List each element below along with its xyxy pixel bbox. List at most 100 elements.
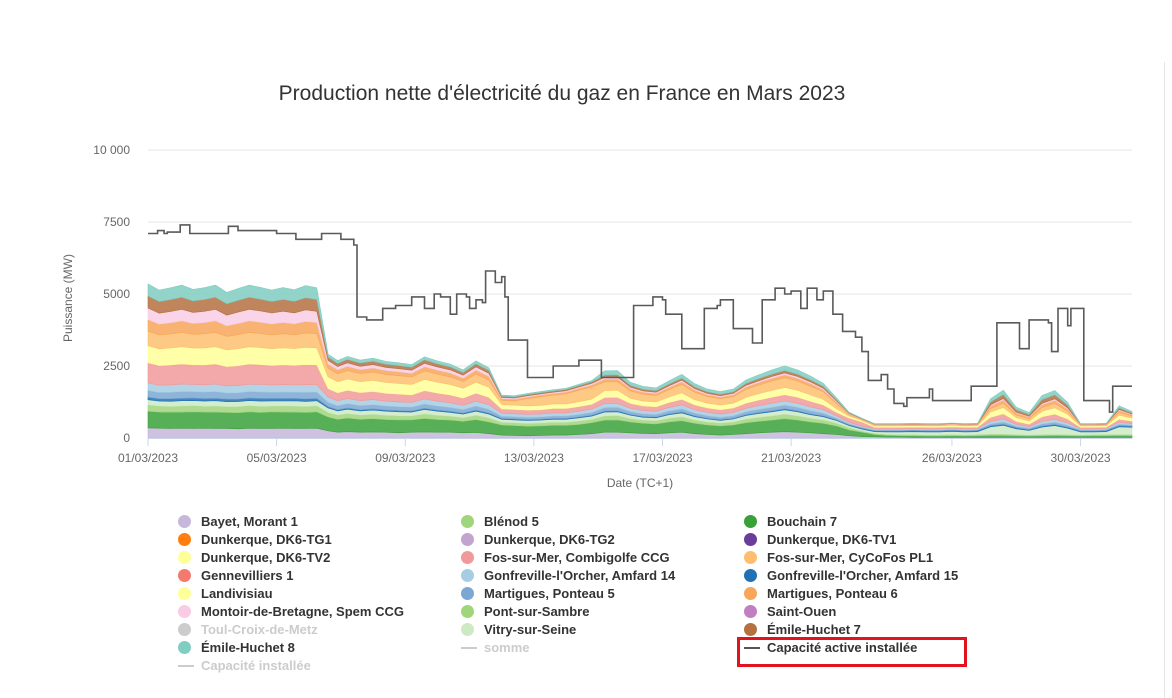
legend-label: Vitry-sur-Seine bbox=[484, 622, 577, 637]
legend-item[interactable]: Martigues, Ponteau 5 bbox=[461, 586, 615, 601]
legend-label: Pont-sur-Sambre bbox=[484, 604, 590, 619]
x-tick-label: 17/03/2023 bbox=[632, 451, 692, 465]
y-tick-label: 10 000 bbox=[93, 143, 130, 157]
y-tick-label: 2500 bbox=[103, 359, 130, 373]
x-tick-label: 26/03/2023 bbox=[922, 451, 982, 465]
legend-item[interactable]: Bouchain 7 bbox=[744, 514, 837, 529]
legend-dot-icon bbox=[178, 605, 191, 618]
x-axis-label: Date (TC+1) bbox=[607, 476, 673, 490]
y-axis-label: Puissance (MW) bbox=[61, 254, 75, 342]
stacked-areas bbox=[147, 283, 1133, 439]
legend-line-icon bbox=[744, 646, 760, 649]
panel-divider bbox=[1164, 62, 1165, 698]
legend-label: Gennevilliers 1 bbox=[201, 568, 294, 583]
legend-dot-icon bbox=[461, 533, 474, 546]
legend-label: Landivisiau bbox=[201, 586, 273, 601]
legend-label: Émile-Huchet 8 bbox=[201, 640, 295, 655]
legend-dot-icon bbox=[178, 587, 191, 600]
legend-dot-icon bbox=[461, 605, 474, 618]
legend-label: Gonfreville-l'Orcher, Amfard 14 bbox=[484, 568, 676, 583]
legend-label: Montoir-de-Bretagne, Spem CCG bbox=[201, 604, 404, 619]
x-tick-label: 21/03/2023 bbox=[761, 451, 821, 465]
legend-label: Capacité active installée bbox=[767, 640, 918, 655]
legend-label: Dunkerque, DK6-TV1 bbox=[767, 532, 897, 547]
legend-dot-icon bbox=[744, 587, 757, 600]
legend-item[interactable]: Dunkerque, DK6-TG2 bbox=[461, 532, 615, 547]
legend-item[interactable]: Dunkerque, DK6-TV2 bbox=[178, 550, 330, 565]
x-tick-label: 05/03/2023 bbox=[247, 451, 307, 465]
x-tick-label: 01/03/2023 bbox=[118, 451, 178, 465]
legend-dot-icon bbox=[461, 587, 474, 600]
legend-dot-icon bbox=[178, 515, 191, 528]
legend-label: Bayet, Morant 1 bbox=[201, 514, 298, 529]
legend-dot-icon bbox=[178, 551, 191, 564]
legend-line-icon bbox=[461, 646, 477, 649]
legend-label: Gonfreville-l'Orcher, Amfard 15 bbox=[767, 568, 959, 583]
legend-item[interactable]: Landivisiau bbox=[178, 586, 273, 601]
legend-item[interactable]: Émile-Huchet 7 bbox=[744, 622, 861, 637]
chart-title: Production nette d'électricité du gaz en… bbox=[279, 82, 846, 105]
legend-label: Saint-Ouen bbox=[767, 604, 837, 619]
y-tick-label: 5000 bbox=[103, 287, 130, 301]
x-tick-label: 09/03/2023 bbox=[375, 451, 435, 465]
legend-item[interactable]: Saint-Ouen bbox=[744, 604, 836, 619]
legend-item[interactable]: Bayet, Morant 1 bbox=[178, 514, 298, 529]
legend-item[interactable]: Capacité active installée bbox=[744, 640, 917, 655]
legend-item[interactable]: Gennevilliers 1 bbox=[178, 568, 294, 583]
legend-dot-icon bbox=[744, 623, 757, 636]
legend-item[interactable]: somme bbox=[461, 640, 530, 655]
chart-area: Production nette d'électricité du gaz en… bbox=[61, 82, 1133, 490]
legend-item[interactable]: Toul-Croix-de-Metz bbox=[178, 622, 318, 637]
x-tick-label: 13/03/2023 bbox=[504, 451, 564, 465]
y-axis: 0 2500 5000 7500 10 000 bbox=[93, 143, 130, 445]
legend-dot-icon bbox=[178, 641, 191, 654]
legend-item[interactable]: Vitry-sur-Seine bbox=[461, 622, 576, 637]
legend-item[interactable]: Gonfreville-l'Orcher, Amfard 15 bbox=[744, 568, 958, 583]
legend-label: Émile-Huchet 7 bbox=[767, 622, 861, 637]
legend-dot-icon bbox=[461, 623, 474, 636]
legend-dot-icon bbox=[178, 623, 191, 636]
x-tick-label: 30/03/2023 bbox=[1051, 451, 1111, 465]
highlight-annotation-box bbox=[737, 637, 967, 667]
legend-label: Dunkerque, DK6-TV2 bbox=[201, 550, 331, 565]
x-axis: 01/03/2023 05/03/2023 09/03/2023 13/03/2023… bbox=[118, 438, 1132, 465]
capacity-line-group bbox=[148, 224, 1132, 413]
legend-item[interactable]: Gonfreville-l'Orcher, Amfard 14 bbox=[461, 568, 675, 583]
legend-label: Blénod 5 bbox=[484, 514, 539, 529]
legend-dot-icon bbox=[461, 569, 474, 582]
legend-dot-icon bbox=[744, 533, 757, 546]
legend-dot-icon bbox=[744, 551, 757, 564]
legend-item[interactable]: Fos-sur-Mer, Combigolfe CCG bbox=[461, 550, 670, 565]
legend-item[interactable]: Fos-sur-Mer, CyCoFos PL1 bbox=[744, 550, 933, 565]
legend-dot-icon bbox=[178, 533, 191, 546]
y-tick-label: 0 bbox=[123, 431, 130, 445]
legend-label: Dunkerque, DK6-TG2 bbox=[484, 532, 615, 547]
legend-label: Toul-Croix-de-Metz bbox=[201, 622, 318, 637]
legend-dot-icon bbox=[461, 515, 474, 528]
legend-item[interactable]: Blénod 5 bbox=[461, 514, 539, 529]
capacity-active-line bbox=[148, 224, 1132, 413]
legend-label: somme bbox=[484, 640, 530, 655]
legend-dot-icon bbox=[178, 569, 191, 582]
legend-item[interactable]: Capacité installée bbox=[178, 658, 311, 673]
legend-dot-icon bbox=[744, 515, 757, 528]
legend-label: Martigues, Ponteau 6 bbox=[767, 586, 898, 601]
legend-dot-icon bbox=[744, 569, 757, 582]
legend-item[interactable]: Montoir-de-Bretagne, Spem CCG bbox=[178, 604, 404, 619]
legend-line-icon bbox=[178, 664, 194, 667]
legend-item[interactable]: Martigues, Ponteau 6 bbox=[744, 586, 898, 601]
legend-label: Capacité installée bbox=[201, 658, 311, 673]
y-tick-label: 7500 bbox=[103, 215, 130, 229]
legend-dot-icon bbox=[744, 605, 757, 618]
legend-label: Fos-sur-Mer, CyCoFos PL1 bbox=[767, 550, 934, 565]
legend-label: Bouchain 7 bbox=[767, 514, 838, 529]
legend-label: Dunkerque, DK6-TG1 bbox=[201, 532, 332, 547]
area-series bbox=[147, 283, 1133, 425]
legend-item[interactable]: Émile-Huchet 8 bbox=[178, 640, 295, 655]
legend-label: Fos-sur-Mer, Combigolfe CCG bbox=[484, 550, 670, 565]
legend-item[interactable]: Dunkerque, DK6-TG1 bbox=[178, 532, 332, 547]
legend-dot-icon bbox=[461, 551, 474, 564]
legend-item[interactable]: Pont-sur-Sambre bbox=[461, 604, 589, 619]
legend-label: Martigues, Ponteau 5 bbox=[484, 586, 615, 601]
legend-item[interactable]: Dunkerque, DK6-TV1 bbox=[744, 532, 896, 547]
